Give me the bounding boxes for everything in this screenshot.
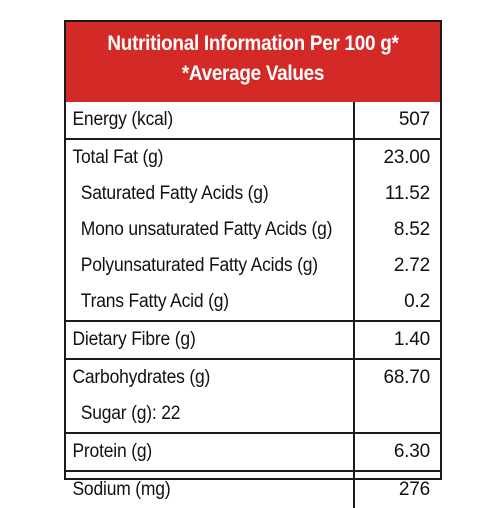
nutrient-value: 1.40 — [393, 329, 430, 350]
nutrient-label: Total Fat (g) — [72, 147, 164, 168]
nutrient-label: Dietary Fibre (g) — [72, 329, 196, 350]
column-divider — [353, 360, 355, 432]
column-divider — [353, 472, 355, 508]
table-row: Mono unsaturated Fatty Acids (g) 8.52 — [66, 212, 440, 248]
nutrient-label: Saturated Fatty Acids (g) — [80, 183, 269, 204]
row-group-carbohydrates: Carbohydrates (g) 68.70 Sugar (g): 22 — [66, 358, 440, 432]
column-divider — [353, 322, 355, 358]
table-row: Saturated Fatty Acids (g) 11.52 — [66, 176, 440, 212]
nutrient-value: 11.52 — [384, 183, 430, 204]
nutrient-value: 0.2 — [404, 291, 430, 312]
row-group-protein: Protein (g) 6.30 — [66, 432, 440, 470]
table-row: Sodium (mg) 276 — [66, 472, 440, 508]
nutrient-label: Protein (g) — [72, 441, 153, 462]
row-group-fat: Total Fat (g) 23.00 Saturated Fatty Acid… — [66, 138, 440, 320]
nutrient-label: Trans Fatty Acid (g) — [80, 291, 229, 312]
nutrient-value: 276 — [398, 479, 430, 500]
row-group-sodium: Sodium (mg) 276 — [66, 470, 440, 508]
table-row: Trans Fatty Acid (g) 0.2 — [66, 284, 440, 320]
nutrient-value: 23.00 — [383, 147, 430, 168]
nutrient-label: Polyunsaturated Fatty Acids (g) — [80, 255, 318, 276]
header-subtitle: *Average Values — [181, 62, 325, 85]
nutrition-table: Energy (kcal) 507 Total Fat (g) 23.00 Sa… — [66, 102, 440, 508]
column-divider — [353, 434, 355, 470]
nutrient-value: 2.72 — [393, 255, 430, 276]
table-row: Dietary Fibre (g) 1.40 — [66, 322, 440, 358]
table-row: Carbohydrates (g) 68.70 — [66, 360, 440, 396]
table-row: Sugar (g): 22 — [66, 396, 440, 432]
table-header: Nutritional Information Per 100 g* *Aver… — [66, 22, 440, 102]
row-group-energy: Energy (kcal) 507 — [66, 102, 440, 138]
table-row: Protein (g) 6.30 — [66, 434, 440, 470]
column-divider — [353, 102, 355, 138]
table-row: Energy (kcal) 507 — [66, 102, 440, 138]
nutrient-value: 8.52 — [393, 219, 430, 240]
nutrient-label: Energy (kcal) — [72, 109, 174, 130]
header-title: Nutritional Information Per 100 g* — [107, 32, 399, 55]
nutrient-value: 6.30 — [393, 441, 430, 462]
nutrition-panel: Nutritional Information Per 100 g* *Aver… — [64, 20, 442, 508]
column-divider — [353, 140, 355, 320]
nutrient-label: Sugar (g): 22 — [80, 403, 181, 424]
nutrient-label: Sodium (mg) — [72, 479, 171, 500]
table-row: Total Fat (g) 23.00 — [66, 140, 440, 176]
row-group-fibre: Dietary Fibre (g) 1.40 — [66, 320, 440, 358]
nutrient-label: Carbohydrates (g) — [72, 367, 211, 388]
table-row: Polyunsaturated Fatty Acids (g) 2.72 — [66, 248, 440, 284]
nutrient-label: Mono unsaturated Fatty Acids (g) — [80, 219, 333, 240]
nutrient-value: 68.70 — [383, 367, 430, 388]
nutrient-value: 507 — [398, 109, 430, 130]
